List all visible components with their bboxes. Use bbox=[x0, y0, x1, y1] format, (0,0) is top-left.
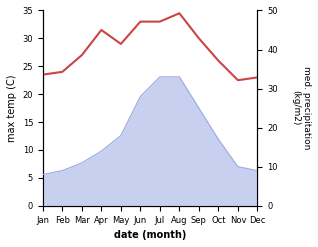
Y-axis label: max temp (C): max temp (C) bbox=[7, 74, 17, 142]
X-axis label: date (month): date (month) bbox=[114, 230, 186, 240]
Y-axis label: med. precipitation
(kg/m2): med. precipitation (kg/m2) bbox=[292, 66, 311, 150]
